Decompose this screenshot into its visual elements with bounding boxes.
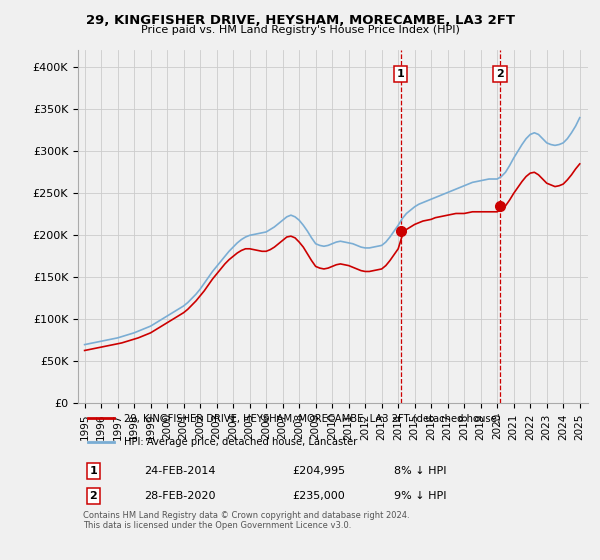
- Text: 29, KINGFISHER DRIVE, HEYSHAM, MORECAMBE, LA3 2FT: 29, KINGFISHER DRIVE, HEYSHAM, MORECAMBE…: [86, 14, 515, 27]
- Text: 24-FEB-2014: 24-FEB-2014: [145, 466, 216, 476]
- Text: 29, KINGFISHER DRIVE, HEYSHAM, MORECAMBE, LA3 2FT (detached house): 29, KINGFISHER DRIVE, HEYSHAM, MORECAMBE…: [124, 413, 500, 423]
- Text: £204,995: £204,995: [292, 466, 346, 476]
- Text: Price paid vs. HM Land Registry's House Price Index (HPI): Price paid vs. HM Land Registry's House …: [140, 25, 460, 35]
- Text: 8% ↓ HPI: 8% ↓ HPI: [394, 466, 446, 476]
- Text: 2: 2: [89, 491, 97, 501]
- Text: 28-FEB-2020: 28-FEB-2020: [145, 491, 216, 501]
- Text: Contains HM Land Registry data © Crown copyright and database right 2024.
This d: Contains HM Land Registry data © Crown c…: [83, 511, 410, 530]
- Text: 1: 1: [397, 69, 404, 79]
- Text: £235,000: £235,000: [292, 491, 345, 501]
- Text: 2: 2: [496, 69, 504, 79]
- Text: 1: 1: [89, 466, 97, 476]
- Text: HPI: Average price, detached house, Lancaster: HPI: Average price, detached house, Lanc…: [124, 437, 357, 446]
- Text: 9% ↓ HPI: 9% ↓ HPI: [394, 491, 446, 501]
